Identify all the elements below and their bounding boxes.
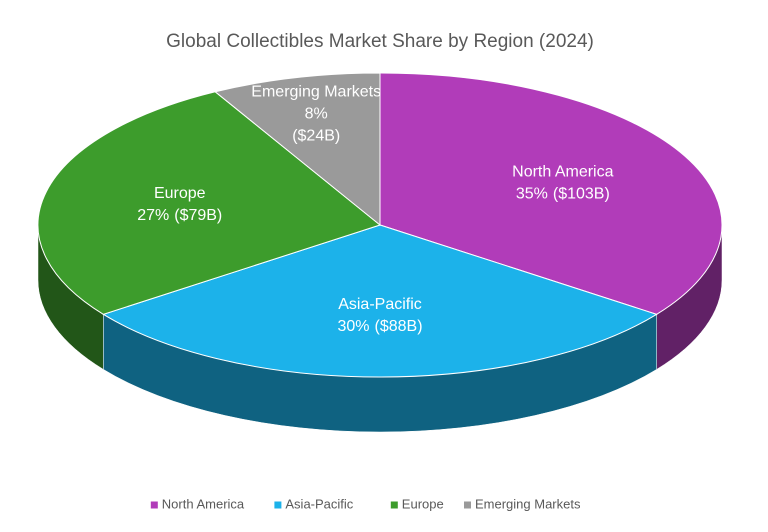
legend-swatch: [390, 501, 398, 509]
slice: [37, 91, 382, 315]
legend-label: North America: [162, 496, 245, 511]
data-label-part: North America: [512, 164, 613, 181]
data-label-part: 8%: [305, 106, 328, 123]
data-label-part: ($103B): [553, 186, 610, 203]
legend-label: Emerging Markets: [475, 496, 581, 511]
data-label-part: 30%: [337, 318, 369, 335]
slice: [102, 224, 658, 378]
legend-swatch: [150, 501, 158, 509]
legend-label: Asia-Pacific: [285, 496, 353, 511]
legend-swatch: [274, 501, 282, 509]
slice: [379, 72, 723, 315]
legend-label: Europe: [402, 496, 444, 511]
data-label-part: 35%: [516, 186, 548, 203]
data-label-part: ($24B): [292, 128, 340, 145]
data-label-part: ($88B): [375, 318, 423, 335]
data-label: North America 35% ($103B): [512, 164, 613, 203]
legend-swatch: [464, 501, 471, 509]
slice: [214, 72, 381, 227]
data-label-part: Emerging Markets: [251, 84, 381, 101]
data-label: Emerging Markets 8% ($24B): [251, 84, 381, 145]
data-label-part: 27%: [137, 207, 169, 224]
data-label: Europe 27% ($79B): [137, 185, 222, 224]
data-label-part: ($79B): [174, 207, 222, 224]
data-label: Asia-Pacific 30% ($88B): [337, 296, 422, 335]
data-label-part: Asia-Pacific: [338, 296, 422, 313]
data-label-part: Europe: [154, 185, 206, 202]
chart-title: Global Collectibles Market Share by Regi…: [166, 31, 594, 52]
